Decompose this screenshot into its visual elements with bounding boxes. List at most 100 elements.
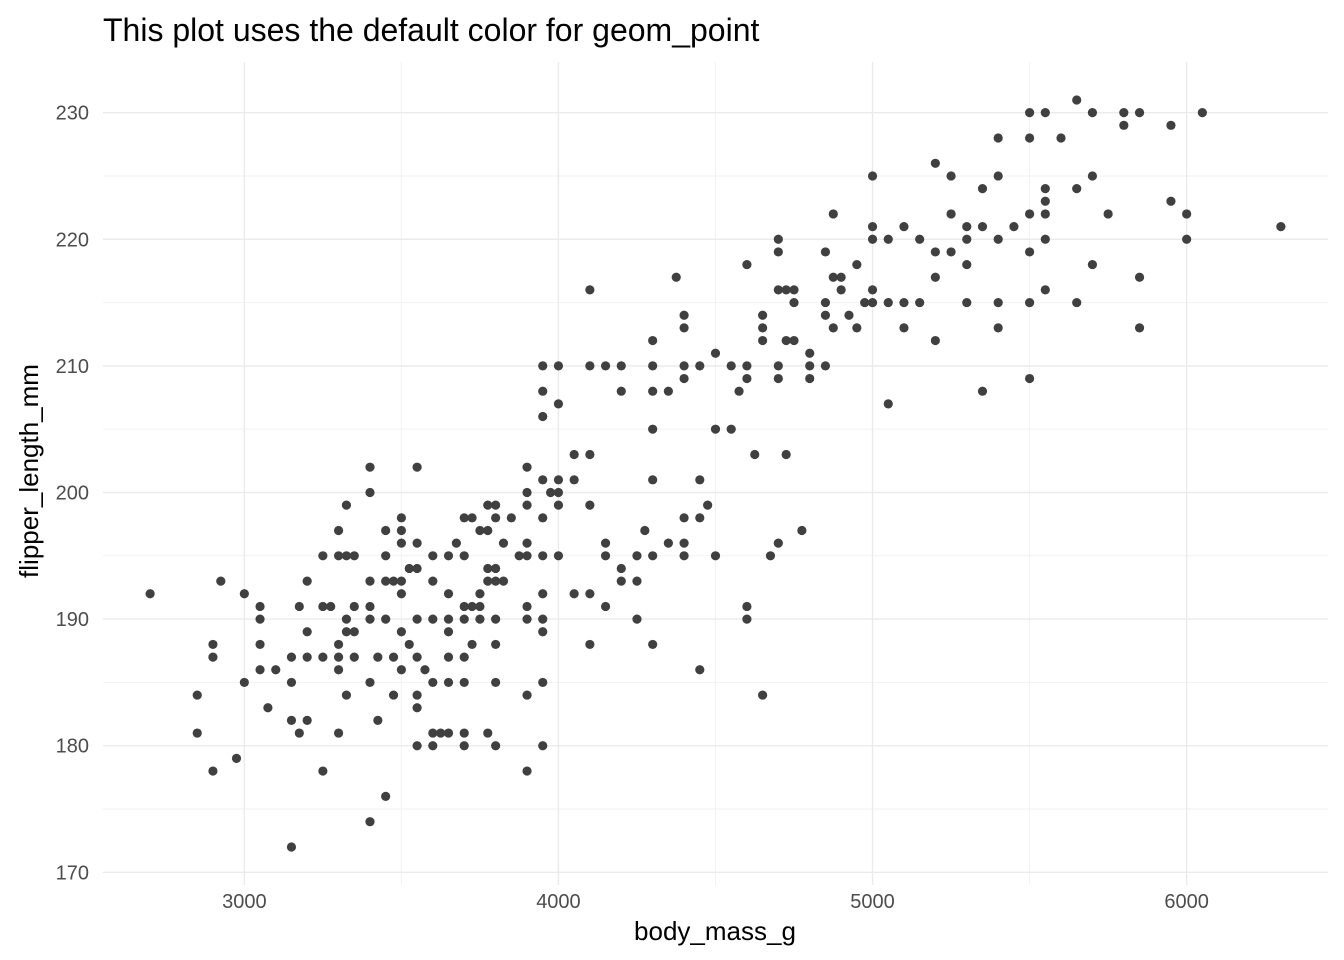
data-point [255,601,265,612]
data-point [679,538,689,548]
data-point [420,665,430,675]
data-point [491,741,501,751]
data-point [491,614,501,624]
data-point [1087,259,1098,270]
data-point [899,222,909,232]
x-tick-label: 3000 [222,891,267,913]
data-point [600,538,611,548]
data-point [852,323,862,333]
data-point [789,335,799,346]
data-point [208,639,218,650]
data-point [538,741,548,751]
data-point [1134,323,1145,333]
data-point [443,627,454,637]
data-point [459,652,469,662]
data-point [483,525,493,536]
data-point [679,361,689,371]
data-point [349,627,359,637]
data-point [671,272,681,282]
data-point [820,297,831,308]
data-point [294,728,304,738]
y-tick-label: 210 [56,356,89,378]
data-point [828,323,838,333]
data-point [695,513,705,523]
data-point [710,348,721,358]
data-point [459,741,469,751]
data-point [1087,171,1098,181]
data-point [632,614,642,624]
data-point [852,259,862,270]
data-point [1025,373,1035,384]
data-point [475,601,485,612]
data-point [412,690,422,700]
data-point [781,449,791,460]
data-point [239,589,249,599]
tick-labels: 3000 4000 5000 6000 170 180 190 200 210 220 230 [56,103,1209,913]
data-point [522,462,532,472]
data-point [381,614,391,624]
data-point [341,551,352,561]
data-point [867,222,878,232]
data-point [781,335,791,346]
data-point [867,171,878,181]
data-point [341,690,352,700]
data-point [192,690,202,700]
data-point [569,475,579,485]
data-point [773,361,783,371]
data-point [538,551,548,561]
data-point [758,323,768,333]
data-point [412,652,422,662]
data-point [538,677,548,688]
data-point [899,323,909,333]
data-point [483,563,493,574]
data-point [443,652,454,662]
data-point [365,601,375,612]
data-point [742,601,752,612]
data-point [538,411,548,422]
data-point [428,576,438,586]
data-point [333,652,344,662]
data-point [1197,108,1207,118]
data-point [632,576,642,586]
data-point [946,209,956,219]
data-point [1025,209,1035,219]
data-point [758,690,768,700]
data-point [585,500,595,510]
data-point [1072,297,1082,308]
data-point [742,614,752,624]
data-point [436,728,446,738]
data-point [475,525,485,536]
data-point [302,715,312,726]
data-point [381,525,391,536]
data-point [632,551,642,561]
data-point [1040,184,1050,194]
data-point [326,601,336,612]
data-point [553,551,564,561]
data-point [695,475,705,485]
y-tick-label: 220 [56,229,89,251]
data-point [263,703,273,713]
data-point [365,817,375,827]
data-point [373,652,383,662]
data-point [333,728,344,738]
data-point [648,335,658,346]
data-point [1166,120,1176,130]
data-point [1119,108,1129,118]
data-point [286,652,297,662]
data-point [1182,209,1192,219]
data-point [318,551,328,561]
data-point [585,361,595,371]
data-point [459,677,469,688]
data-point [365,677,375,688]
data-point [553,487,564,498]
data-point [318,652,328,662]
data-point [365,487,375,498]
data-point [467,601,477,612]
data-point [1025,297,1035,308]
data-point [538,589,548,599]
data-point [930,272,940,282]
data-point [585,589,595,599]
data-point [412,563,422,574]
data-point [1009,222,1019,232]
